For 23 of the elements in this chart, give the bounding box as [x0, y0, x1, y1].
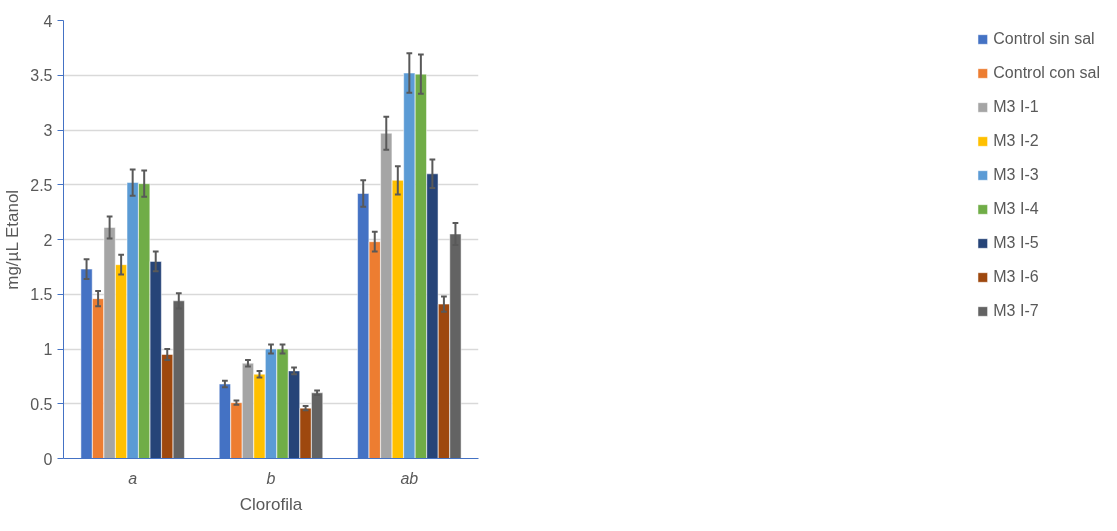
y-tick-label: 4 — [43, 12, 53, 30]
y-tick-label: 0.5 — [30, 395, 53, 413]
x-axis-title: Clorofila — [239, 494, 303, 514]
x-tick-label: ab — [400, 469, 419, 487]
legend-label: M3 I-3 — [993, 166, 1039, 184]
x-tick-label: a — [128, 469, 138, 487]
y-tick-label: 3 — [43, 122, 53, 139]
x-tick-label: b — [266, 469, 276, 487]
legend-label: M3 I-7 — [993, 302, 1039, 320]
legend-label: Control con sal — [993, 64, 1100, 82]
y-tick-label: 1 — [43, 341, 53, 358]
y-tick-label: 0 — [43, 450, 53, 468]
legend-label: M3 I-4 — [993, 200, 1039, 218]
legend-label: M3 I-1 — [993, 98, 1039, 116]
legend-label: Control sin sal — [993, 30, 1095, 48]
y-tick-label: 2 — [43, 231, 53, 249]
legend-label: M3 I-5 — [993, 234, 1039, 252]
y-axis-title: mg/µL Etanol — [3, 189, 23, 290]
y-tick-label: 3.5 — [30, 67, 53, 85]
legend-label: M3 I-2 — [993, 132, 1039, 150]
y-tick-label: 2.5 — [30, 176, 53, 194]
legend-label: M3 I-6 — [993, 268, 1039, 286]
y-tick-label: 1.5 — [30, 286, 53, 304]
